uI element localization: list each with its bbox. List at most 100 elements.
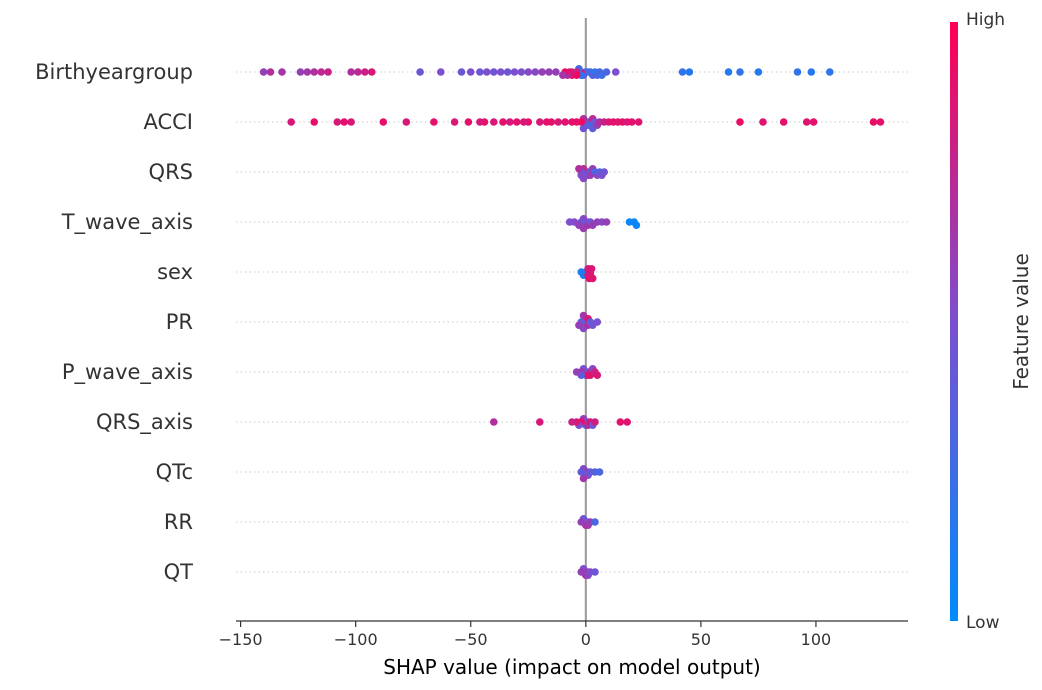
point-Birthyeargroup-21 xyxy=(510,68,519,76)
point-QRS_axis-13 xyxy=(616,418,625,426)
point-QRS_axis-14 xyxy=(623,418,631,426)
point-Birthyeargroup-27 xyxy=(552,68,560,76)
point-Birthyeargroup-56 xyxy=(807,68,816,76)
x-tick-label-5: 100 xyxy=(801,630,832,649)
point-ACCI-22 xyxy=(561,118,569,126)
point-ACCI-0 xyxy=(287,118,296,126)
colorbar-high-label: High xyxy=(966,10,1005,30)
point-Birthyeargroup-23 xyxy=(524,68,533,76)
point-ACCI-34 xyxy=(579,124,588,133)
point-Birthyeargroup-22 xyxy=(517,68,526,76)
point-ACCI-10 xyxy=(476,118,484,126)
point-ACCI-12 xyxy=(490,118,498,126)
point-ACCI-8 xyxy=(450,118,459,126)
point-T_wave_axis-0 xyxy=(565,218,574,226)
point-QRS-6 xyxy=(600,168,608,176)
point-ACCI-49 xyxy=(779,118,788,126)
point-Birthyeargroup-5 xyxy=(310,68,319,76)
point-Birthyeargroup-51 xyxy=(685,68,694,76)
x-ticks: −150 −100 −50 0 50 100 xyxy=(219,621,832,649)
point-Birthyeargroup-1 xyxy=(266,68,275,76)
feature-label-QRS: QRS xyxy=(149,160,193,184)
point-T_wave_axis-8 xyxy=(602,218,611,226)
colorbar-gradient-bar xyxy=(950,22,958,621)
shap-points xyxy=(259,65,885,579)
point-Birthyeargroup-17 xyxy=(483,68,491,76)
point-PR-0 xyxy=(575,321,583,330)
point-ACCI-14 xyxy=(506,118,514,126)
point-Birthyeargroup-14 xyxy=(457,68,466,76)
point-Birthyeargroup-2 xyxy=(278,68,286,76)
colorbar: High Low Feature value xyxy=(950,10,1033,633)
point-Birthyeargroup-52 xyxy=(724,68,733,76)
point-Birthyeargroup-16 xyxy=(476,68,484,76)
feature-label-T_wave_axis: T_wave_axis xyxy=(61,210,193,235)
point-QTc-4 xyxy=(595,468,604,476)
point-ACCI-45 xyxy=(628,118,636,126)
feature-label-Birthyeargroup: Birthyeargroup xyxy=(35,60,193,84)
point-Birthyeargroup-11 xyxy=(368,68,376,76)
point-Birthyeargroup-6 xyxy=(317,68,326,76)
point-ACCI-4 xyxy=(347,118,355,126)
x-axis: −150 −100 −50 0 50 100 SHAP value (impact on … xyxy=(219,620,908,679)
point-PR-4 xyxy=(593,318,602,326)
feature-label-RR: RR xyxy=(164,510,193,534)
point-ACCI-5 xyxy=(379,118,388,126)
feature-gridlines xyxy=(236,71,908,573)
x-tick-label-2: −50 xyxy=(454,630,488,649)
point-Birthyeargroup-19 xyxy=(496,68,505,76)
point-Birthyeargroup-24 xyxy=(531,68,539,76)
x-tick-label-3: 0 xyxy=(581,630,591,649)
point-ACCI-47 xyxy=(736,118,744,126)
point-Birthyeargroup-18 xyxy=(490,68,498,76)
point-ACCI-1 xyxy=(310,118,319,126)
point-ACCI-2 xyxy=(333,118,342,126)
point-Birthyeargroup-7 xyxy=(324,68,332,76)
x-axis-title: SHAP value (impact on model output) xyxy=(383,655,760,679)
point-Birthyeargroup-3 xyxy=(296,68,305,76)
point-Birthyeargroup-20 xyxy=(503,68,512,76)
feature-label-sex: sex xyxy=(157,260,193,284)
point-Birthyeargroup-39 xyxy=(602,68,611,76)
feature-label-QRS_axis: QRS_axis xyxy=(96,410,193,435)
point-QT-3 xyxy=(591,568,599,576)
point-ACCI-3 xyxy=(340,118,349,126)
colorbar-title: Feature value xyxy=(1009,253,1033,390)
point-Birthyeargroup-53 xyxy=(736,68,744,76)
point-ACCI-18 xyxy=(536,118,544,126)
point-Birthyeargroup-50 xyxy=(678,68,687,76)
point-Birthyeargroup-9 xyxy=(354,68,362,76)
point-ACCI-9 xyxy=(464,118,473,126)
x-tick-label-0: −150 xyxy=(219,630,263,649)
point-P_wave_axis-5 xyxy=(593,371,602,380)
x-tick-label-4: 50 xyxy=(691,630,711,649)
point-Birthyeargroup-13 xyxy=(437,68,445,76)
point-QRS_axis-1 xyxy=(536,418,544,426)
point-Birthyeargroup-12 xyxy=(416,68,424,76)
point-Birthyeargroup-15 xyxy=(466,68,475,76)
feature-label-ACCI: ACCI xyxy=(143,110,193,134)
point-ACCI-53 xyxy=(876,118,885,126)
point-ACCI-13 xyxy=(499,118,507,126)
point-sex-8 xyxy=(587,265,596,273)
point-sex-2 xyxy=(577,268,585,276)
feature-label-QT: QT xyxy=(164,560,194,584)
point-Birthyeargroup-28 xyxy=(559,71,567,79)
point-QRS_axis-0 xyxy=(490,418,498,426)
x-tick-label-1: −100 xyxy=(334,630,378,649)
point-Birthyeargroup-8 xyxy=(347,68,355,76)
point-Birthyeargroup-55 xyxy=(793,68,802,76)
point-Birthyeargroup-57 xyxy=(826,68,834,76)
point-ACCI-52 xyxy=(869,118,878,126)
point-ACCI-6 xyxy=(402,118,411,126)
point-Birthyeargroup-49 xyxy=(611,68,620,76)
point-QRS-0 xyxy=(575,165,583,173)
point-Birthyeargroup-0 xyxy=(259,68,268,76)
point-P_wave_axis-0 xyxy=(572,368,581,376)
point-QT-0 xyxy=(577,568,585,576)
point-Birthyeargroup-54 xyxy=(754,68,763,76)
point-ACCI-21 xyxy=(554,118,562,126)
point-ACCI-46 xyxy=(634,118,643,126)
